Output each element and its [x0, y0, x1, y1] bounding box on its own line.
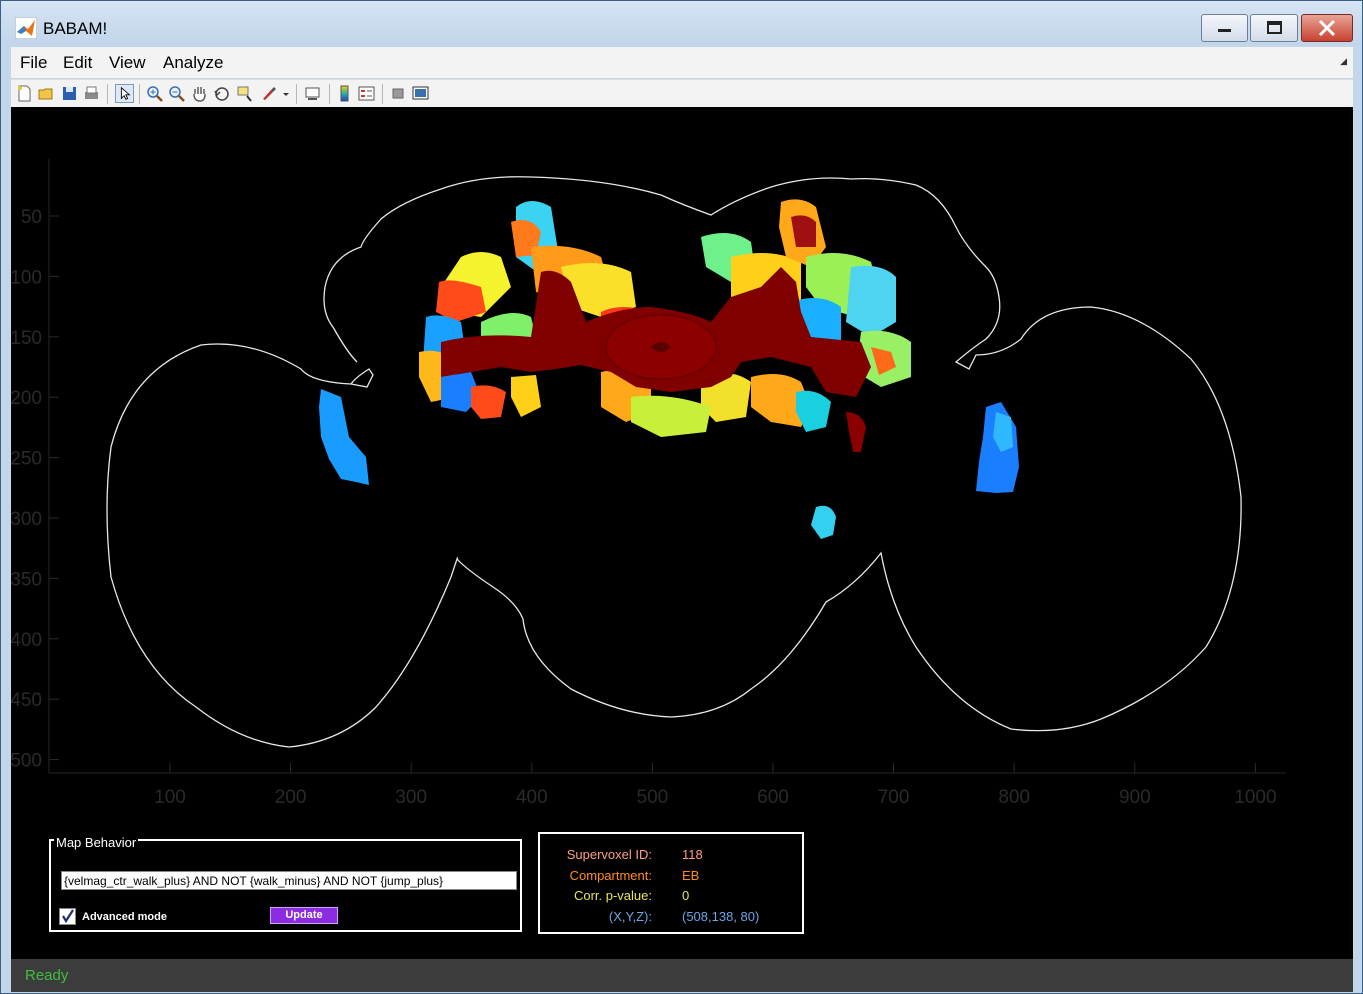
compartment-value: EB	[682, 868, 700, 883]
xyz-label: (X,Y,Z):	[608, 909, 652, 924]
figure-canvas: 100 200 300 400 500 600 700 800 900 1000 50 100 150…	[11, 107, 1353, 959]
toolbar-separator	[139, 84, 140, 104]
figure-toolbar	[11, 79, 1353, 109]
x-tick-labels: 100 200 300 400 500 600 700 800 900 1000	[154, 787, 1276, 808]
y-tick-label: 150	[11, 328, 42, 349]
menu-bar: File Edit View Analyze ◢	[11, 47, 1353, 78]
brain-outline	[106, 176, 1242, 748]
y-tick-label: 400	[11, 630, 42, 651]
advanced-mode-label: Advanced mode	[82, 911, 167, 923]
y-tick-label: 200	[11, 388, 42, 409]
status-text: Ready	[25, 967, 69, 984]
show-plot-tools-icon[interactable]	[411, 84, 430, 103]
x-tick-label: 200	[275, 787, 307, 808]
x-tick-label: 100	[154, 787, 186, 808]
toolbar-dock-arrow-icon[interactable]: ◢	[1340, 56, 1347, 66]
close-button[interactable]	[1301, 14, 1353, 42]
y-tick-marks	[49, 215, 59, 761]
y-tick-label: 100	[11, 267, 42, 288]
new-figure-icon[interactable]	[15, 84, 34, 103]
x-tick-label: 900	[1119, 787, 1151, 808]
save-icon[interactable]	[60, 84, 79, 103]
x-tick-marks	[169, 763, 1256, 773]
y-tick-label: 50	[21, 207, 42, 228]
x-tick-label: 600	[757, 787, 789, 808]
colorbar-icon[interactable]	[335, 84, 354, 103]
supervoxel-id-label: Supervoxel ID:	[566, 847, 652, 862]
x-tick-label: 1000	[1234, 787, 1276, 808]
zoom-out-icon[interactable]	[167, 84, 186, 103]
y-tick-label: 500	[11, 751, 42, 772]
toolbar-separator	[329, 84, 330, 104]
toolbar-separator	[107, 84, 108, 104]
checkmark-icon	[62, 909, 74, 924]
window-title: BABAM!	[43, 19, 108, 38]
y-tick-label: 450	[11, 690, 42, 711]
pvalue-value: 0	[682, 888, 690, 903]
y-tick-labels: 50 100 150 200 250 300 350 400 450 500	[11, 207, 42, 772]
xyz-value: (508,138, 80)	[682, 909, 760, 924]
behavior-query-input[interactable]	[61, 871, 517, 890]
brush-icon[interactable]	[259, 84, 278, 103]
map-behavior-title: Map Behavior	[54, 835, 139, 850]
maximize-button[interactable]	[1250, 14, 1298, 42]
restore-icon	[1267, 21, 1282, 34]
left-lateral-region[interactable]	[319, 389, 369, 485]
hide-plot-tools-icon[interactable]	[389, 84, 408, 103]
x-tick-label: 700	[878, 787, 910, 808]
x-tick-label: 300	[395, 787, 427, 808]
status-bar: Ready	[11, 959, 1353, 992]
y-tick-label: 250	[11, 449, 42, 470]
matlab-logo-icon	[15, 17, 37, 39]
menu-file[interactable]: File	[20, 53, 48, 72]
x-tick-label: 500	[637, 787, 669, 808]
x-tick-label: 400	[516, 787, 548, 808]
compartment-label: Compartment:	[569, 868, 652, 883]
brush-dropdown-icon[interactable]	[281, 84, 291, 103]
menu-analyze[interactable]: Analyze	[163, 53, 224, 72]
select-arrow-icon[interactable]	[115, 84, 134, 103]
advanced-mode-checkbox[interactable]	[59, 908, 76, 925]
pan-hand-icon[interactable]	[190, 84, 209, 103]
minimize-icon	[1218, 29, 1231, 32]
title-bar[interactable]: BABAM!	[1, 1, 1362, 45]
data-cursor-icon[interactable]	[235, 84, 254, 103]
toolbar-separator	[382, 84, 383, 104]
print-icon[interactable]	[82, 84, 101, 103]
x-tick-label: 800	[998, 787, 1030, 808]
brain-map-axes[interactable]: 100 200 300 400 500 600 700 800 900 1000 50 100 150…	[11, 107, 1353, 959]
close-icon	[1318, 19, 1336, 37]
update-button[interactable]: Update	[270, 907, 338, 924]
axis-frame	[48, 159, 1286, 774]
menu-view[interactable]: View	[109, 53, 146, 72]
minimize-button[interactable]	[1201, 14, 1248, 42]
toolbar-separator	[296, 84, 297, 104]
menu-edit[interactable]: Edit	[63, 53, 93, 72]
y-tick-label: 350	[11, 569, 42, 590]
activation-map[interactable]	[419, 199, 911, 539]
supervoxel-id-value: 118	[682, 847, 703, 862]
zoom-in-icon[interactable]	[145, 84, 164, 103]
y-tick-label: 300	[11, 509, 42, 530]
rotate-3d-icon[interactable]	[212, 84, 231, 103]
map-behavior-panel: Map Behavior Advanced mode Update	[49, 835, 522, 932]
open-file-icon[interactable]	[37, 84, 56, 103]
link-plot-icon[interactable]	[303, 84, 322, 103]
supervoxel-info-panel: Supervoxel ID: 118 Compartment: EB Corr.…	[538, 832, 804, 934]
legend-icon[interactable]	[357, 84, 376, 103]
pvalue-label: Corr. p-value:	[573, 888, 652, 903]
